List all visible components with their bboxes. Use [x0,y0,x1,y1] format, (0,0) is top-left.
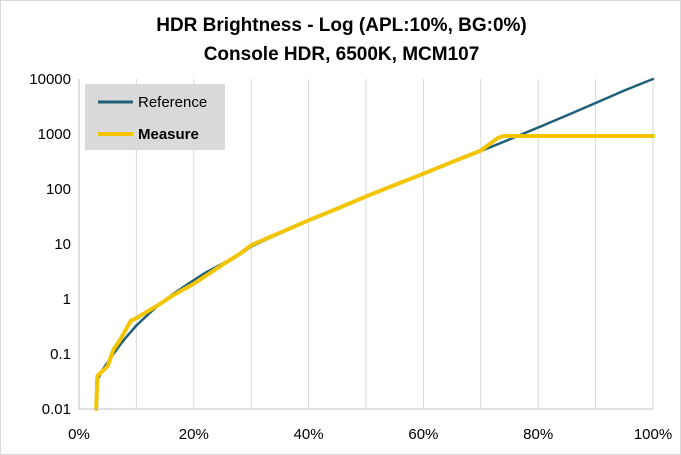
y-tick-label: 10000 [29,71,71,88]
legend-label-measure: Measure [138,126,199,143]
y-tick-label: 1 [63,291,71,308]
x-tick-label: 20% [179,426,209,443]
chart-title: HDR Brightness - Log (APL:10%, BG:0%) [156,15,527,36]
y-tick-label: 100 [46,181,71,198]
legend-label-reference: Reference [138,94,207,111]
x-tick-label: 80% [523,426,553,443]
x-tick-label: 100% [634,426,672,443]
legend: Reference Measure [85,84,225,150]
tick-labels: 0% 20% 40% 60% 80% 100% 0.01 0.1 1 10 100 1000 10000 [29,71,672,443]
x-tick-label: 0% [68,426,90,443]
y-tick-label: 0.01 [42,401,71,418]
series-line-measure [94,134,655,411]
y-tick-label: 10 [54,236,71,253]
series-lines [94,77,655,411]
legend-background [85,84,225,150]
x-tick-label: 60% [408,426,438,443]
y-tick-label: 0.1 [50,346,71,363]
chart-subtitle: Console HDR, 6500K, MCM107 [203,44,480,65]
x-tick-label: 40% [294,426,324,443]
y-tick-label: 1000 [38,126,71,143]
axes [78,79,653,410]
